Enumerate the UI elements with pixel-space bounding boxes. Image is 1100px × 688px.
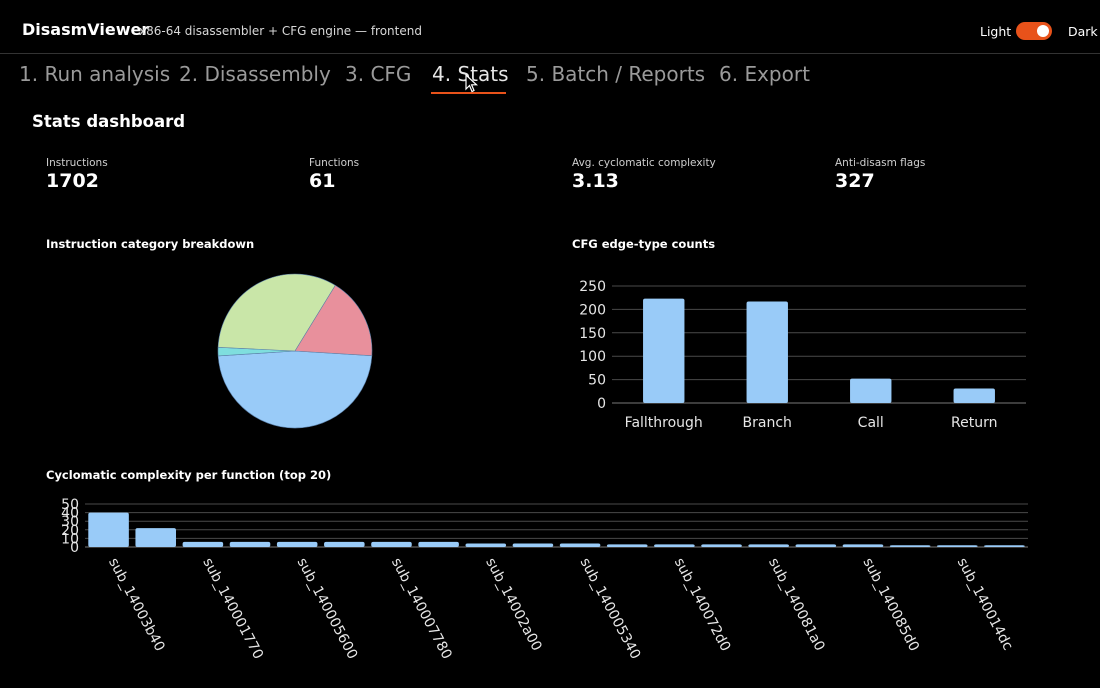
pie-slice-2 (217, 273, 336, 352)
y-tick-label: 250 (579, 279, 606, 295)
x-tick-label: sub_140007780 (388, 555, 455, 662)
x-tick-label: Call (858, 415, 884, 431)
bar-sub_140001e50[interactable] (418, 541, 459, 547)
bar-Fallthrough[interactable] (643, 298, 685, 403)
kpi-antidisasm-value: 327 (835, 170, 875, 192)
tab-bar: 1. Run analysis 2. Disassembly 3. CFG 4.… (0, 58, 1100, 94)
bar-sub_140003c10[interactable] (512, 543, 554, 547)
bar-sub_14003b40[interactable] (88, 512, 129, 547)
app-subtitle: x86-64 disassembler + CFG engine — front… (139, 24, 422, 38)
y-tick-label: 20 (61, 523, 79, 539)
kpi-antidisasm-label: Anti-disasm flags (835, 157, 926, 169)
x-tick-label: sub_140085d0 (859, 555, 922, 654)
theme-light-label: Light (980, 24, 1012, 39)
theme-toggle[interactable] (1016, 22, 1052, 40)
bar-Branch[interactable] (746, 301, 788, 403)
bar-sub_140002f30[interactable] (795, 544, 837, 547)
bar-sub_140005340[interactable] (559, 543, 601, 547)
bar-sub_14002a00[interactable] (465, 543, 507, 547)
x-tick-label: Fallthrough (625, 415, 703, 431)
bar-sub_140007a40[interactable] (701, 544, 742, 547)
bar-sub_140006a20[interactable] (324, 541, 365, 547)
bar-sub_140004e10[interactable] (889, 545, 931, 547)
y-tick-label: 10 (61, 531, 79, 547)
cfg-edge-type-bar-chart: 0 50 100 150 200 250 Fallthrough Branch Call Retu… (579, 279, 1026, 431)
x-tick-label: sub_140005340 (577, 555, 644, 662)
bar-sub_140008a70[interactable] (984, 545, 1025, 547)
kpi-functions-value: 61 (309, 170, 336, 192)
x-tick-label: sub_140005600 (294, 555, 361, 662)
x-tick-label: Return (951, 415, 997, 431)
bar-sub_140005600[interactable] (276, 541, 318, 547)
page-title: Stats dashboard (32, 112, 186, 131)
y-tick-label: 200 (579, 302, 606, 318)
tab-disassembly[interactable]: 2. Disassembly (179, 62, 331, 86)
bar-sub_140085d0[interactable] (842, 544, 884, 547)
x-tick-label: sub_14002a00 (482, 555, 544, 653)
y-tick-label: 150 (579, 326, 606, 342)
kpi-complexity-label: Avg. cyclomatic complexity (572, 157, 716, 169)
kpi-instructions-value: 1702 (46, 170, 99, 192)
x-tick-label: sub_140001770 (199, 555, 266, 662)
y-tick-label: 40 (61, 506, 79, 522)
x-tick-label: sub_14003b40 (105, 555, 168, 654)
bar-sub_140072d0[interactable] (654, 544, 695, 547)
tab-export[interactable]: 6. Export (719, 62, 810, 86)
bar-Call[interactable] (850, 378, 892, 403)
x-tick-label: sub_140014dc (954, 555, 1016, 653)
y-tick-label: 30 (61, 514, 79, 530)
bar-sub_140004c80[interactable] (229, 541, 271, 547)
bar-sub_140014dc[interactable] (937, 545, 978, 547)
theme-dark-label: Dark (1068, 24, 1098, 39)
mouse-cursor-icon (465, 74, 479, 93)
bar-sub_140081a0[interactable] (748, 544, 789, 547)
y-tick-label: 50 (588, 373, 606, 389)
bar-sub_140001490[interactable] (135, 528, 176, 547)
active-tab-indicator (431, 92, 506, 94)
x-tick-label: sub_140081a0 (765, 555, 827, 653)
complexity-chart-title: Cyclomatic complexity per function (top … (46, 468, 332, 482)
bar-Return[interactable] (953, 388, 995, 403)
x-tick-label: Branch (743, 415, 792, 431)
kpi-complexity-value: 3.13 (572, 170, 619, 192)
pie-slice-3 (294, 284, 373, 357)
tab-cfg[interactable]: 3. CFG (345, 62, 412, 86)
edge-chart-title: CFG edge-type counts (572, 237, 716, 251)
toggle-knob (1037, 25, 1049, 37)
x-tick-label: sub_140072d0 (671, 555, 734, 654)
y-tick-label: 0 (597, 396, 606, 412)
bar-sub_140001770[interactable] (182, 541, 224, 547)
pie-chart-title: Instruction category breakdown (46, 237, 255, 251)
y-tick-label: 100 (579, 349, 606, 365)
bar-sub_140006e80[interactable] (606, 544, 648, 547)
bar-sub_140007780[interactable] (371, 541, 412, 547)
kpi-functions-label: Functions (309, 157, 360, 169)
tab-batch-reports[interactable]: 5. Batch / Reports (526, 62, 706, 86)
tab-run-analysis[interactable]: 1. Run analysis (19, 62, 171, 86)
y-tick-label: 50 (61, 497, 79, 513)
app-name: DisasmViewer (22, 20, 150, 39)
kpi-instructions-label: Instructions (46, 157, 108, 169)
y-tick-label: 0 (70, 540, 79, 556)
instruction-category-pie-chart (217, 273, 373, 429)
top-bar: DisasmViewer x86-64 disassembler + CFG e… (0, 0, 1100, 54)
pie-slice-0 (217, 350, 373, 429)
